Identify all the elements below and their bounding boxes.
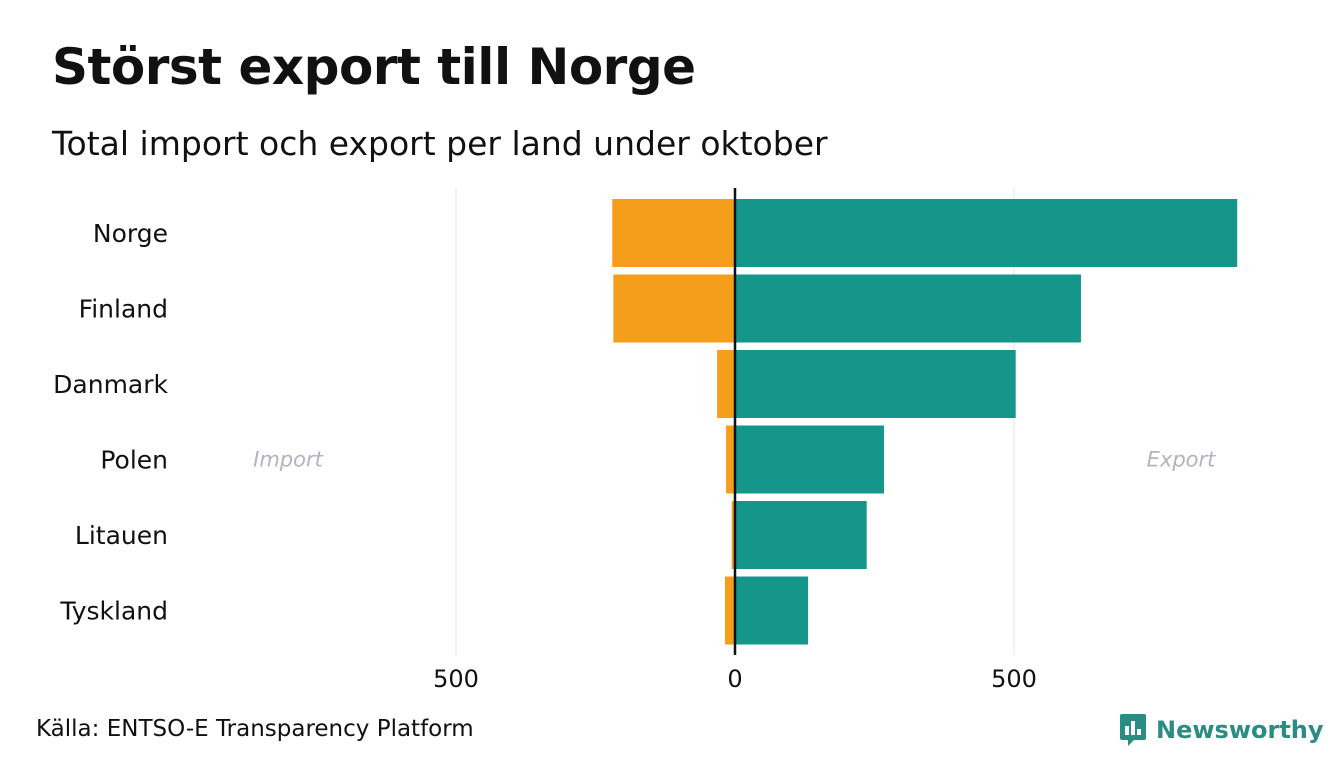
brand-logo: Newsworthy — [1118, 712, 1324, 748]
category-label: Norge — [93, 219, 168, 248]
import-bar-polen — [726, 425, 735, 494]
export-bar-tyskland — [735, 576, 809, 645]
category-label: Tyskland — [59, 597, 168, 626]
category-label: Litauen — [75, 521, 168, 550]
brand-name: Newsworthy — [1156, 716, 1324, 744]
export-bar-danmark — [735, 350, 1016, 418]
export-annotation: Export — [1147, 448, 1217, 472]
export-bar-litauen — [735, 501, 867, 569]
chart-title: Störst export till Norge — [52, 38, 696, 96]
chart-subtitle: Total import och export per land under o… — [52, 124, 828, 163]
x-tick-label: 500 — [991, 665, 1037, 693]
import-annotation: Import — [253, 448, 323, 472]
export-bar-finland — [735, 274, 1081, 343]
import-bar-danmark — [717, 350, 735, 418]
export-bar-norge — [735, 199, 1238, 267]
category-label: Polen — [100, 446, 168, 475]
import-bar-finland — [613, 274, 735, 343]
category-label: Danmark — [53, 370, 168, 399]
x-tick-label: 500 — [433, 665, 479, 693]
import-bar-litauen — [731, 501, 735, 569]
source-note: Källa: ENTSO-E Transparency Platform — [36, 716, 474, 742]
export-bar-polen — [735, 425, 884, 494]
chart-bubble-icon — [1120, 714, 1146, 746]
category-label: Finland — [79, 295, 168, 324]
x-tick-label: 0 — [727, 665, 742, 693]
import-bar-norge — [612, 199, 735, 267]
import-bar-tyskland — [724, 576, 735, 645]
